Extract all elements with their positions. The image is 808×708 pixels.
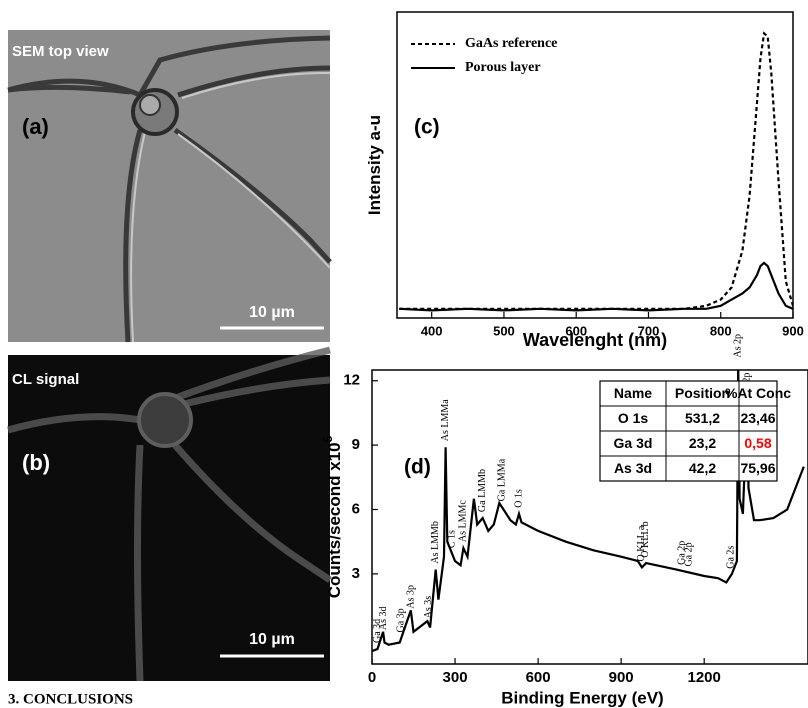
scale-label: 10 µm xyxy=(249,631,295,648)
peak-label: As LMMb xyxy=(430,521,441,564)
table-cell: %At Conc xyxy=(725,385,791,401)
table-cell: 531,2 xyxy=(685,410,720,426)
y-axis-label: Intensity a-u xyxy=(365,115,384,215)
x-tick-label: 400 xyxy=(421,323,443,338)
y-axis-label-text: Intensity a-u xyxy=(365,115,384,215)
peak-label: Ga LMMb xyxy=(477,469,488,512)
panel-tag: (b) xyxy=(22,450,50,475)
x-tick-label: 300 xyxy=(443,669,468,686)
peak-label: As 3d xyxy=(378,606,389,630)
x-tick-label: 800 xyxy=(710,323,732,338)
peak-label: Ga 2p xyxy=(684,542,695,566)
peak-label: Ga 2s xyxy=(726,546,737,569)
y-tick-label: 3 xyxy=(352,565,360,582)
peak-label: Ga 2p xyxy=(676,541,687,565)
peak-label: As LMMa xyxy=(440,399,451,442)
x-tick-label: 900 xyxy=(782,323,804,338)
table-cell: Ga 3d xyxy=(614,435,653,451)
peak-label: O KLL b xyxy=(640,521,651,557)
peak-label: O 1s xyxy=(513,489,524,508)
table-cell: O 1s xyxy=(618,410,649,426)
x-axis-label: Binding Energy (eV) xyxy=(501,688,663,707)
plot-area xyxy=(399,31,793,312)
panel-tag: (c) xyxy=(414,116,440,139)
sem-panel: SEM top view (a) 10 µm xyxy=(7,30,332,343)
plot-frame xyxy=(371,369,808,665)
table-cell: Position xyxy=(675,385,730,401)
panel-tag: (a) xyxy=(22,114,49,139)
table-cell: 23,46 xyxy=(740,410,775,426)
peak-label: As 2p xyxy=(733,334,744,358)
series-line xyxy=(399,261,793,312)
table-cell: 42,2 xyxy=(689,460,716,476)
x-tick-label: 700 xyxy=(638,323,660,338)
y-axis-label-text: Counts/second x10 xyxy=(325,442,344,598)
table-cell: Name xyxy=(614,385,652,401)
x-tick-label: 900 xyxy=(609,669,634,686)
y-tick-label: 6 xyxy=(352,500,360,517)
peak-label: Ga 3p xyxy=(395,608,406,632)
peak-label: C 1s xyxy=(447,530,458,548)
peak-label: Ga 3d xyxy=(372,619,383,643)
panel-label: SEM top view xyxy=(12,43,109,60)
cl-panel: CL signal (b) 10 µm xyxy=(7,346,332,682)
table-cell: 0,58 xyxy=(744,435,771,451)
series-line xyxy=(399,31,793,310)
legend-label: GaAs reference xyxy=(465,36,557,51)
peak-label: O KLL a xyxy=(636,525,647,561)
x-tick-label: 600 xyxy=(526,669,551,686)
panel-label: CL signal xyxy=(12,371,79,388)
section-heading: 3. CONCLUSIONS xyxy=(8,691,133,707)
table-cell: 23,2 xyxy=(689,435,716,451)
peak-label: As 3p xyxy=(406,585,417,609)
plot-frame xyxy=(396,11,794,319)
panel-tag: (d) xyxy=(404,456,431,479)
x-axis-label: Wavelenght (nm) xyxy=(523,330,667,350)
x-tick-label: 500 xyxy=(493,323,515,338)
peak-label: As 3s xyxy=(423,596,434,619)
y-tick-label: 12 xyxy=(343,372,360,389)
legend-label: Porous layer xyxy=(465,60,541,75)
x-tick-label: 1200 xyxy=(688,669,721,686)
scale-label: 10 µm xyxy=(249,304,295,321)
table-cell: 75,96 xyxy=(740,460,775,476)
x-tick-label: 600 xyxy=(565,323,587,338)
peak-label: Ga LMMa xyxy=(496,458,507,501)
y-axis-label: Counts/second x105 xyxy=(321,435,344,598)
peak-label: As LMMc xyxy=(458,500,469,543)
y-tick-label: 9 xyxy=(352,436,360,453)
x-tick-label: 0 xyxy=(368,669,376,686)
table-cell: As 3d xyxy=(614,460,652,476)
y-axis-label-exponent: 5 xyxy=(321,435,335,442)
